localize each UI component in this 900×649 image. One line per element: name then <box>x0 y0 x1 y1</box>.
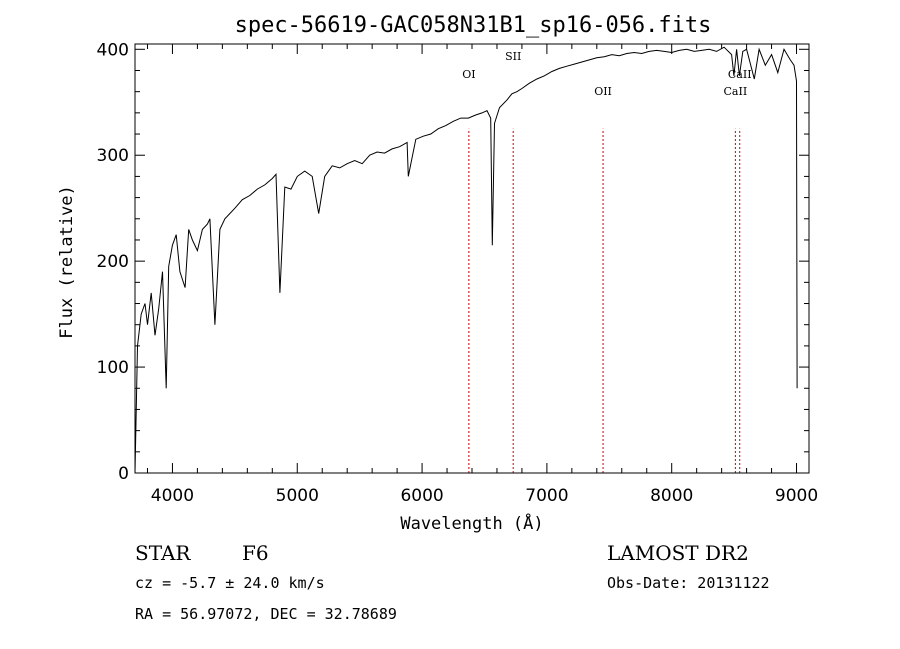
object-class: STAR <box>135 541 191 565</box>
x-tick-label: 5000 <box>276 486 319 506</box>
y-tick-label: 0 <box>118 464 129 484</box>
spectral-line-label: CaII <box>724 85 748 98</box>
spectral-line-label: OI <box>462 68 475 81</box>
spectral-line-label: SII <box>505 50 521 63</box>
x-tick-label: 8000 <box>650 486 693 506</box>
y-tick-label: 400 <box>97 40 129 60</box>
y-tick-label: 300 <box>97 146 129 166</box>
spectral-line-label: OII <box>594 85 612 98</box>
y-tick-label: 200 <box>97 252 129 272</box>
survey-label: LAMOST DR2 <box>607 541 749 565</box>
spectrum-line <box>134 46 798 474</box>
coordinates-text: RA = 56.97072, DEC = 32.78689 <box>135 605 397 623</box>
x-axis-label: Wavelength (Å) <box>400 512 543 534</box>
x-tick-label: 7000 <box>525 486 568 506</box>
chart-title: spec-56619-GAC058N31B1_sp16-056.fits <box>235 13 712 38</box>
y-axis-label: Flux (relative) <box>57 185 77 339</box>
redshift-text: cz = -5.7 ± 24.0 km/s <box>135 574 325 592</box>
y-tick-label: 100 <box>97 358 129 378</box>
obs-date-text: Obs-Date: 20131122 <box>607 574 770 592</box>
info-panel: STAR F6 LAMOST DR2 cz = -5.7 ± 24.0 km/s… <box>135 541 770 623</box>
x-tick-label: 9000 <box>775 486 818 506</box>
object-subclass: F6 <box>242 541 269 565</box>
plot-frame <box>134 43 810 474</box>
x-tick-label: 4000 <box>151 486 194 506</box>
x-tick-label: 6000 <box>400 486 443 506</box>
